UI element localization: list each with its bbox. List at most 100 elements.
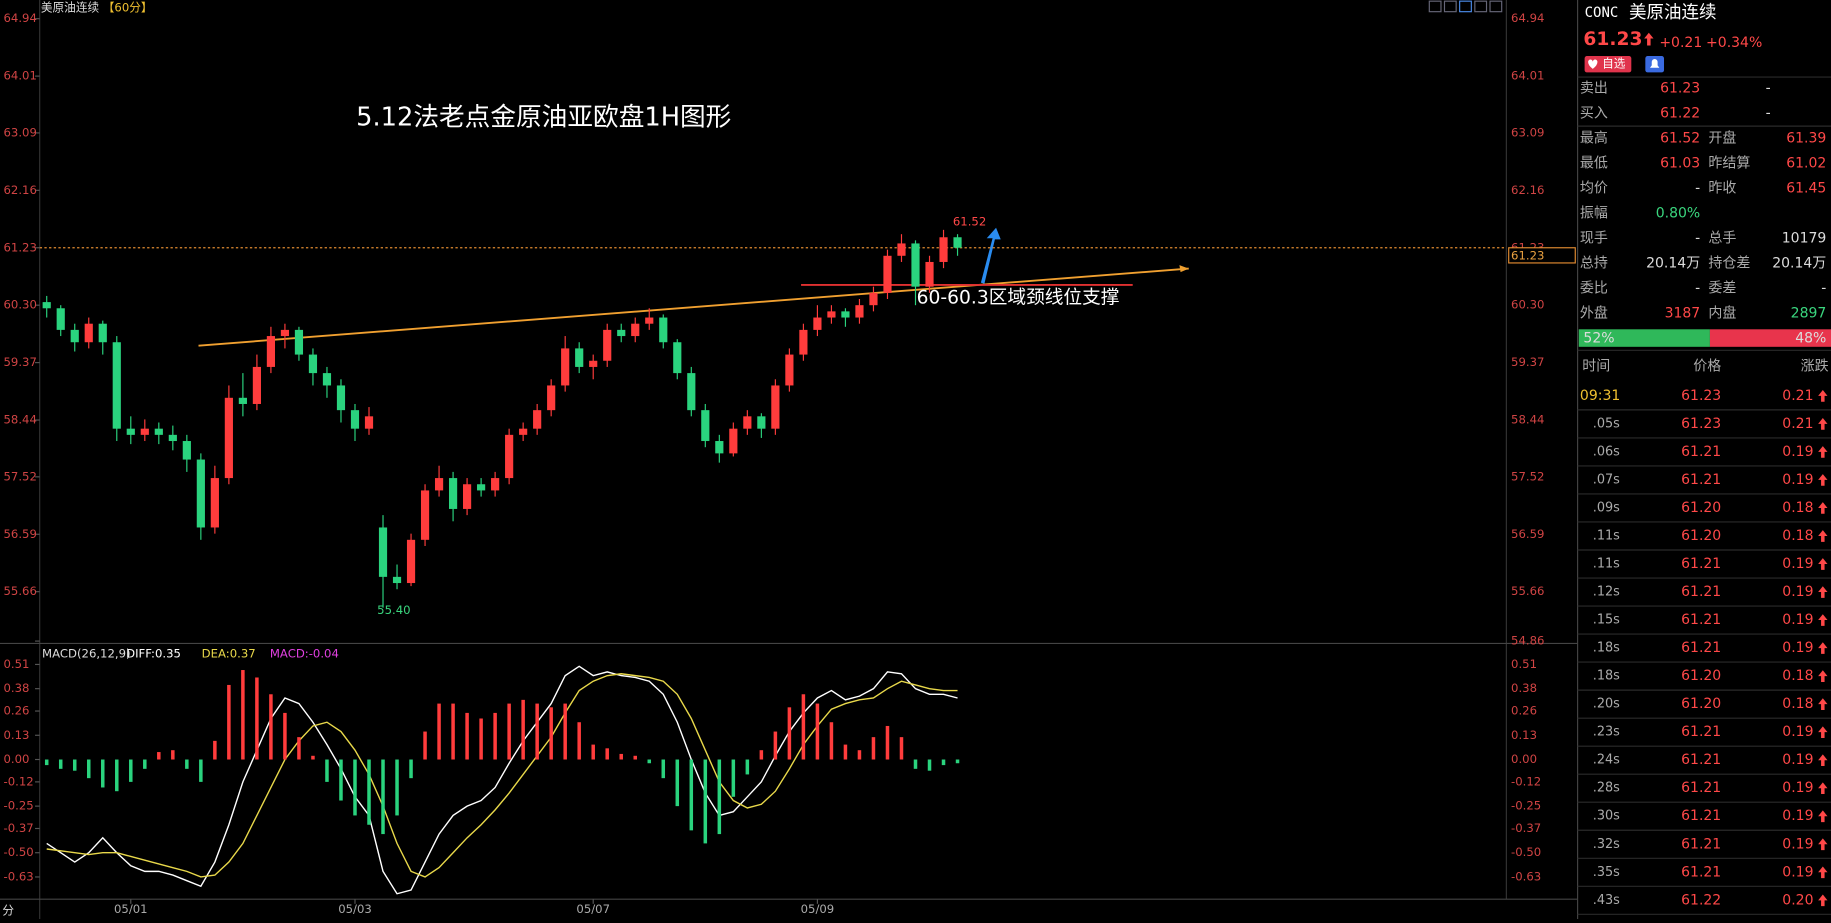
buy-ratio: 52% <box>1583 331 1614 347</box>
candle-body <box>112 342 121 429</box>
y-tick-label: 60.30 <box>1511 298 1544 312</box>
candle-body <box>897 243 906 256</box>
macd-bar <box>787 707 792 760</box>
tool-icon[interactable] <box>1443 0 1457 13</box>
trade-change: 0.18 <box>1782 528 1813 544</box>
trade-change: 0.19 <box>1782 640 1813 656</box>
candle-body <box>491 478 500 491</box>
tool-icon[interactable] <box>1428 0 1442 13</box>
candle-body <box>210 478 219 528</box>
trade-price: 61.21 <box>1681 724 1721 740</box>
period[interactable]: 【60分】 <box>103 1 153 15</box>
stat-value: - <box>1695 281 1700 297</box>
stat-value: 20.14万 <box>1772 256 1826 272</box>
up-icon <box>1818 614 1828 626</box>
stat-value: 61.03 <box>1660 156 1700 172</box>
macd-bar <box>605 748 609 760</box>
candle-body <box>238 397 247 404</box>
candle-body <box>771 385 780 429</box>
candle-body <box>617 329 626 337</box>
x-tick-label: 05/01 <box>114 902 148 916</box>
up-icon <box>1818 726 1828 739</box>
stat-value: 61.52 <box>1660 131 1700 147</box>
stat-label: 昨结算 <box>1708 156 1750 172</box>
candle-body <box>266 336 276 367</box>
candle-body <box>322 373 332 386</box>
y-tick-label: -0.25 <box>4 799 34 813</box>
trade-price: 61.20 <box>1681 696 1721 712</box>
y-tick-label: 62.16 <box>1511 183 1544 197</box>
trade-price: 61.21 <box>1681 808 1721 824</box>
stat-value: - <box>1766 106 1771 122</box>
macd-bar <box>409 759 413 779</box>
trade-time: .20s <box>1593 697 1620 712</box>
watch-label[interactable]: 自选 <box>1602 57 1626 71</box>
macd-bar <box>199 759 203 782</box>
macd-bar <box>185 759 189 769</box>
macd-bar <box>619 753 623 760</box>
macd-bar <box>871 737 876 760</box>
up-icon <box>1818 698 1828 710</box>
candle-body <box>799 329 808 355</box>
stat-value: - <box>1821 281 1826 297</box>
stat-label: 买入 <box>1580 106 1608 122</box>
y-tick-label: 56.59 <box>4 527 37 541</box>
macd-bar <box>395 759 399 816</box>
trade-change: 0.21 <box>1782 388 1813 404</box>
y-tick-label: 61.23 <box>4 240 37 254</box>
stat-label: 均价 <box>1580 181 1608 197</box>
up-icon <box>1818 894 1828 907</box>
candle-body <box>729 428 738 454</box>
macd-bar <box>955 759 960 764</box>
stat-label: 昨收 <box>1708 181 1736 197</box>
candle-body <box>364 416 374 429</box>
trade-price: 61.21 <box>1681 752 1721 768</box>
y-tick-label: 63.09 <box>4 125 37 139</box>
trade-change: 0.19 <box>1782 584 1813 600</box>
macd-bar <box>913 759 918 769</box>
y-tick-label: -0.12 <box>4 774 34 788</box>
candle-body <box>140 428 149 435</box>
candle-body <box>757 416 766 429</box>
macd-bar <box>843 744 848 760</box>
up-icon <box>1818 838 1828 851</box>
candle-body <box>603 329 612 361</box>
stat-label: 总手 <box>1708 231 1736 247</box>
macd-bar <box>647 759 652 764</box>
stat-label: 委差 <box>1708 281 1736 297</box>
candle-body <box>463 484 472 509</box>
candle-body <box>911 243 920 287</box>
tool-icon[interactable] <box>1474 0 1488 13</box>
candle-body <box>406 539 416 584</box>
stat-label: 卖出 <box>1580 81 1608 97</box>
macd-bar <box>717 759 722 835</box>
trend-arrow <box>1179 265 1189 273</box>
period-toggle[interactable]: 分 <box>2 903 14 917</box>
macd-bar <box>927 759 932 771</box>
y-tick-label: 0.26 <box>4 704 30 718</box>
candle-body <box>98 323 107 343</box>
macd-bar <box>465 712 469 760</box>
trade-time: .18s <box>1593 641 1620 656</box>
y-tick-label: 0.00 <box>4 752 30 766</box>
macd-bar <box>591 744 595 760</box>
macd-bar <box>633 755 637 760</box>
y-tick-label: 58.44 <box>1511 413 1544 427</box>
candle-body <box>252 366 261 404</box>
candle-body <box>378 527 388 577</box>
candle-body <box>477 484 486 491</box>
macd-bar <box>829 722 834 760</box>
macd-bar <box>255 677 259 760</box>
stat-label: 现手 <box>1580 231 1608 247</box>
tool-icon[interactable] <box>1489 0 1503 13</box>
stat-value: - <box>1695 231 1700 247</box>
macd-bar <box>311 755 315 760</box>
heart-icon <box>1588 59 1598 69</box>
trade-time: .11s <box>1593 557 1620 572</box>
candle-body <box>645 317 654 324</box>
trade-price: 61.20 <box>1681 528 1721 544</box>
macd-bar <box>157 752 161 760</box>
macd-bar <box>507 703 511 760</box>
candle-body <box>939 237 948 262</box>
tool-icon[interactable] <box>1459 0 1472 13</box>
